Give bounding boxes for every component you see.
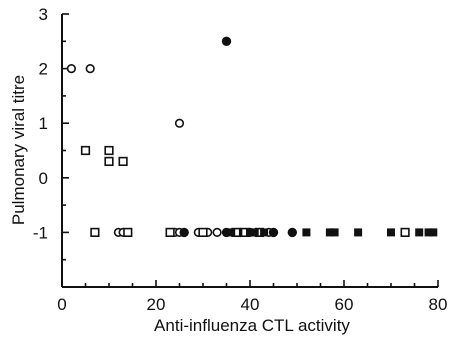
open-square-point (80, 145, 91, 156)
filled-square-point (260, 228, 269, 237)
open-circle-point (212, 227, 222, 237)
open-square-point (123, 227, 133, 238)
open-square-point (400, 227, 410, 238)
x-tick-label: 40 (241, 295, 260, 314)
open-square-point (118, 156, 128, 167)
y-tick-label: 0 (39, 169, 48, 188)
filled-square-point (387, 228, 395, 237)
open-square-point (198, 227, 208, 238)
y-axis-label: Pulmonary viral titre (9, 75, 28, 225)
filled-square-point (354, 228, 363, 237)
open-circle-point (85, 63, 95, 74)
filled-square-point (429, 228, 438, 237)
x-tick-label: 60 (335, 295, 354, 314)
y-tick-label: 1 (39, 114, 48, 133)
open-square-point (90, 227, 100, 238)
y-tick-label: 2 (39, 60, 48, 79)
open-circle-point (174, 118, 185, 128)
open-square-point (104, 145, 114, 156)
data-points (66, 36, 438, 238)
filled-square-point (250, 228, 259, 237)
x-tick-label: 20 (147, 295, 166, 314)
y-tick-label: -1 (33, 223, 48, 242)
ticks: 0 20 40 60 80 -1 0 1 2 3 (33, 5, 448, 314)
open-square-point (104, 156, 114, 167)
filled-square-point (302, 228, 311, 237)
filled-square-point (227, 228, 236, 237)
open-circle-point (66, 63, 76, 74)
axes (61, 14, 438, 288)
filled-square-point (330, 228, 339, 237)
filled-circle-point (287, 227, 297, 238)
x-tick-label: 80 (429, 295, 448, 314)
x-tick-label: 0 (57, 295, 66, 314)
filled-circle-point (268, 227, 279, 238)
filled-square-point (415, 228, 424, 237)
filled-square-point (424, 228, 433, 237)
filled-circle-point (221, 36, 232, 46)
y-tick-label: 3 (39, 5, 48, 24)
x-axis-label: Anti-influenza CTL activity (154, 316, 350, 335)
filled-square-point (246, 228, 254, 237)
filled-circle-point (179, 227, 189, 238)
filled-square-point (325, 228, 334, 237)
open-square-point (165, 227, 175, 238)
